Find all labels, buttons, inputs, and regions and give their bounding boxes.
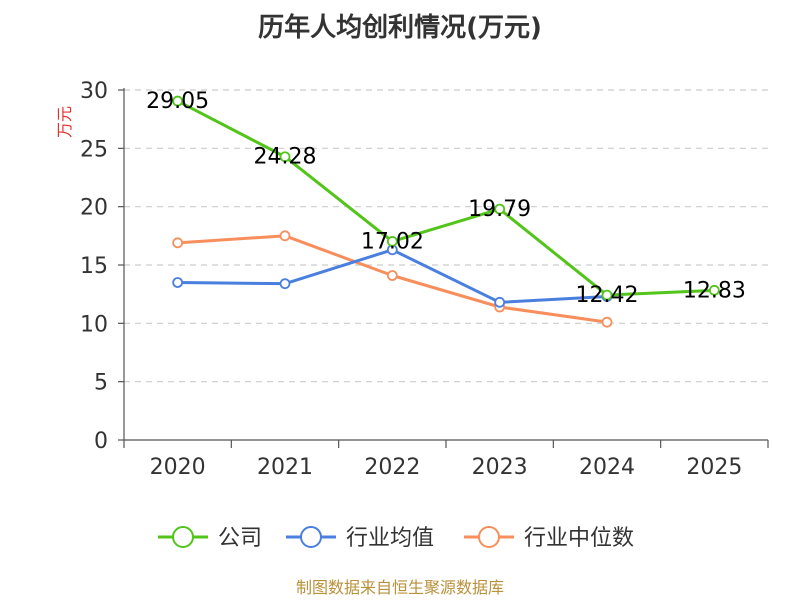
data-label: 24.28 <box>254 145 317 170</box>
data-point-2 <box>386 270 398 281</box>
data-point-1 <box>279 278 291 290</box>
source-note: 制图数据来自恒生聚源数据库 <box>296 578 504 597</box>
y-tick-label: 25 <box>80 137 108 162</box>
x-tick-label: 2020 <box>150 455 206 480</box>
data-point-1 <box>494 296 506 308</box>
chart-title: 历年人均创利情况(万元) <box>258 12 542 43</box>
data-point-0 <box>279 151 291 163</box>
x-tick-label: 2023 <box>472 455 528 480</box>
legend-marker-1 <box>300 526 322 548</box>
data-point-2 <box>601 316 613 328</box>
data-point-0 <box>601 289 613 301</box>
x-tick-label: 2024 <box>579 455 635 480</box>
data-point-2 <box>279 230 291 242</box>
axes <box>123 88 768 441</box>
legend: 公司 行业均值 行业中位数 <box>158 526 634 551</box>
x-axis-ticks: 2020 2021 2022 2023 2024 2025 <box>123 440 769 480</box>
data-label: 19.79 <box>468 197 531 222</box>
data-point-0 <box>708 284 720 296</box>
data-label: 12.83 <box>683 278 746 303</box>
series-line-0 <box>176 99 715 297</box>
y-tick-label: 5 <box>94 371 108 396</box>
legend-label-2: 行业中位数 <box>524 526 634 551</box>
data-point-1 <box>172 277 184 288</box>
legend-label-1: 行业均值 <box>346 526 434 551</box>
y-axis-ticks: 0 5 10 15 20 25 30 <box>80 79 124 454</box>
data-point-0 <box>494 203 506 215</box>
x-tick-label: 2021 <box>257 455 313 480</box>
y-tick-label: 15 <box>80 254 108 279</box>
data-point-0 <box>386 236 398 247</box>
data-labels: 29.05 24.28 17.02 19.79 12.42 12.83 <box>146 89 746 308</box>
data-label: 12.42 <box>576 283 639 308</box>
y-tick-label: 0 <box>94 429 108 454</box>
series-layer <box>172 95 720 328</box>
data-label: 29.05 <box>146 89 209 114</box>
y-tick-label: 10 <box>80 312 108 337</box>
legend-label-0: 公司 <box>218 526 262 551</box>
legend-marker-0 <box>172 526 194 548</box>
data-point-0 <box>172 95 184 107</box>
data-point-2 <box>172 237 184 249</box>
data-label: 17.02 <box>361 229 424 254</box>
legend-marker-2 <box>478 526 500 548</box>
x-tick-label: 2022 <box>364 455 420 480</box>
y-axis-label: 万元 <box>55 106 74 138</box>
x-tick-label: 2025 <box>686 455 742 480</box>
y-tick-label: 20 <box>80 196 108 221</box>
y-tick-label: 30 <box>80 79 108 104</box>
grid-lines <box>124 89 768 383</box>
